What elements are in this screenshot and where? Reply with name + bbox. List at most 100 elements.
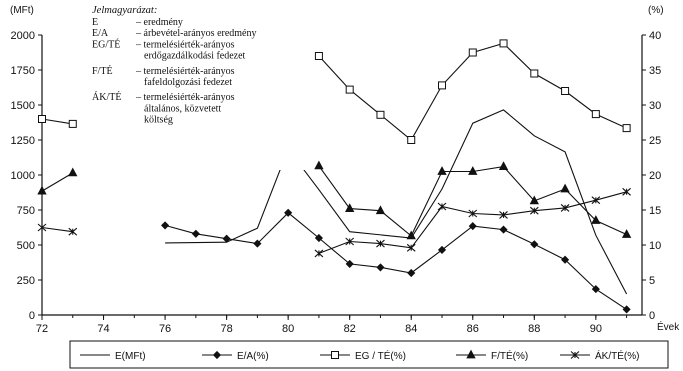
- data-point-square: [331, 351, 339, 359]
- legend-item-0: E(MFt): [80, 351, 146, 362]
- data-point-square: [438, 81, 446, 90]
- right-tick-label: 0: [649, 310, 655, 322]
- left-tick-label: 0: [29, 310, 35, 322]
- data-point-square: [561, 87, 570, 95]
- data-point-cross: [499, 210, 508, 219]
- data-point-cross-glyph: [591, 196, 601, 205]
- left-tick-label: 1750: [11, 65, 35, 77]
- data-point-diamond: [530, 240, 539, 249]
- explanation-desc: fafeldolgozási fedezet: [144, 77, 232, 88]
- data-point-square: [314, 52, 323, 60]
- data-point-triangle: [468, 166, 478, 175]
- data-point-cross: [68, 227, 78, 236]
- data-point-cross: [529, 206, 539, 215]
- right-tick-label: 5: [649, 275, 655, 287]
- series-line: [41, 172, 74, 192]
- data-point-square: [407, 136, 416, 144]
- x-tick-label: 74: [97, 323, 109, 335]
- left-tick-label: 1500: [11, 100, 35, 112]
- left-tick-label: 1000: [11, 170, 35, 182]
- series-1: [161, 208, 631, 314]
- explanation-desc: – termelésiérték-arányos: [135, 92, 235, 103]
- legend-item-1: E/A(%): [202, 350, 269, 362]
- explanation-background: [86, 2, 308, 170]
- data-point-cross: [622, 187, 631, 196]
- data-point-square: [591, 110, 600, 119]
- explanation-desc: – árbevétel-arányos eredmény: [135, 28, 257, 39]
- data-point-diamond: [622, 305, 631, 314]
- legend-label: E/A(%): [237, 351, 269, 362]
- data-point-diamond: [284, 208, 293, 217]
- data-point-cross-glyph: [468, 209, 478, 218]
- x-tick-label: 82: [344, 323, 356, 335]
- series-line: [165, 109, 628, 295]
- data-point-diamond: [222, 234, 231, 243]
- data-point-triangle: [621, 229, 632, 238]
- data-point-diamond: [468, 222, 477, 231]
- series-layer: [37, 39, 632, 314]
- data-point-diamond: [253, 239, 262, 248]
- data-point-square: [376, 110, 385, 119]
- data-point-square: [622, 124, 631, 133]
- data-point-cross: [376, 239, 385, 248]
- data-point-cross: [591, 196, 601, 205]
- legend-item-3: F/TÉ(%): [456, 349, 528, 362]
- right-axis-unit: (%): [648, 5, 664, 16]
- axes: 2000 1750 1500 1250 1000 750 500 250 0 40 35 30 25 20…: [10, 5, 680, 335]
- x-tick-label: 78: [220, 323, 232, 335]
- series-4: [37, 187, 631, 258]
- legend-item-2: EG / TÉ(%): [320, 349, 406, 362]
- legend-label: F/TÉ(%): [491, 349, 528, 362]
- x-tick-label: 76: [159, 323, 171, 335]
- data-point-diamond: [437, 245, 447, 254]
- explanation-desc: erdőgazdálkodási fedezet: [144, 51, 246, 62]
- left-tick-label: 750: [17, 205, 35, 217]
- x-tick-label: 86: [467, 323, 479, 335]
- right-tick-label: 35: [649, 65, 661, 77]
- right-tick-label: 15: [649, 205, 661, 217]
- data-point-cross: [468, 209, 478, 218]
- series-line: [318, 42, 627, 141]
- right-tick-label: 30: [649, 100, 661, 112]
- data-point-diamond: [212, 350, 222, 360]
- explanation-box: Jelmagyarázat:E – eredmény E/A – árbevétel-…: [86, 2, 308, 170]
- legend-label: ÁK/TÉ(%): [595, 349, 639, 362]
- left-tick-label: 500: [17, 240, 35, 252]
- x-tick-label: 84: [405, 323, 417, 335]
- x-tick-label: 80: [282, 323, 294, 335]
- series-2: [38, 39, 631, 144]
- data-point-cross: [560, 203, 570, 212]
- data-point-cross-glyph: [345, 237, 355, 246]
- data-point-cross-glyph: [406, 243, 416, 252]
- data-point-cross-glyph: [499, 210, 508, 219]
- data-point-cross: [345, 237, 355, 246]
- left-axis-unit: (MFt): [10, 5, 34, 16]
- data-point-cross-glyph: [37, 223, 47, 232]
- series-line: [164, 212, 627, 310]
- data-point-square: [530, 69, 539, 78]
- right-tick-label: 25: [649, 135, 661, 147]
- right-tick-label: 20: [649, 170, 661, 182]
- data-point-cross-glyph: [314, 249, 324, 258]
- data-point-cross: [406, 243, 416, 252]
- explanation-desc: általános, közvetett: [144, 103, 221, 114]
- legend-item-4: ÁK/TÉ(%): [560, 349, 639, 362]
- data-point-cross: [314, 249, 324, 258]
- data-point-triangle: [529, 195, 539, 205]
- left-tick-label: 2000: [11, 30, 35, 42]
- series-line: [41, 118, 73, 125]
- left-tick-label: 250: [17, 275, 35, 287]
- data-point-diamond: [314, 233, 323, 243]
- legend-label: E(MFt): [115, 351, 146, 362]
- right-tick-label: 10: [649, 240, 661, 252]
- data-point-cross-glyph: [560, 203, 570, 212]
- explanation-abbr: EG/TÉ: [92, 38, 120, 50]
- data-point-diamond: [376, 263, 385, 272]
- data-point-triangle: [314, 160, 324, 170]
- data-point-diamond: [591, 285, 600, 294]
- explanation-desc: költség: [144, 115, 173, 126]
- right-tick-label: 40: [649, 30, 661, 42]
- data-point-square: [68, 119, 77, 128]
